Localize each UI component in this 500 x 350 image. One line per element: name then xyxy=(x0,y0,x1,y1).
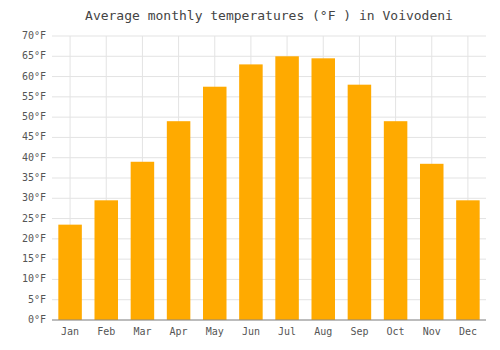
bar xyxy=(131,162,155,320)
y-tick-label: 60°F xyxy=(22,71,46,82)
y-tick-label: 40°F xyxy=(22,152,46,163)
bar xyxy=(203,87,227,320)
title: Average monthly temperatures (°F ) in Vo… xyxy=(85,8,453,23)
y-tick-label: 55°F xyxy=(22,91,46,102)
y-tick-label: 0°F xyxy=(28,314,46,325)
y-grid-line xyxy=(52,76,486,77)
x-tick-label: Feb xyxy=(97,326,115,337)
x-tick-label: Jul xyxy=(278,326,296,337)
y-grid-line xyxy=(52,320,486,321)
y-tick-label: 70°F xyxy=(22,30,46,41)
x-tick-label: Nov xyxy=(423,326,441,337)
x-tick-label: Mar xyxy=(133,326,151,337)
y-grid-line xyxy=(52,157,486,158)
y-tick-label: 35°F xyxy=(22,172,46,183)
bar xyxy=(167,121,191,320)
bar xyxy=(239,64,263,320)
y-axis: 0°F 5°F 10°F 15°F 20°F 25°F 30°F 35°F 40°F 45°F 50… xyxy=(22,30,46,325)
y-tick-label: 5°F xyxy=(28,294,46,305)
bar xyxy=(348,85,372,320)
x-axis-line xyxy=(52,320,486,321)
y-grid-line xyxy=(52,96,486,97)
x-tick-label: May xyxy=(206,326,224,337)
bar xyxy=(420,164,444,320)
x-tick-label: Aug xyxy=(314,326,332,337)
y-tick-label: 10°F xyxy=(22,273,46,284)
y-tick-label: 45°F xyxy=(22,131,46,142)
chart: 0°F 5°F 10°F 15°F 20°F 25°F 30°F 35°F 40°F 45°F 50… xyxy=(0,0,500,350)
y-grid-line xyxy=(52,137,486,138)
bar xyxy=(275,56,299,320)
x-tick-label: Jun xyxy=(242,326,260,337)
x-tick-label: Jan xyxy=(61,326,79,337)
y-tick-label: 15°F xyxy=(22,253,46,264)
grid xyxy=(52,36,486,320)
bar xyxy=(58,225,82,320)
y-tick-label: 50°F xyxy=(22,111,46,122)
y-grid-line xyxy=(52,117,486,118)
bar xyxy=(311,58,335,320)
bar xyxy=(94,200,118,320)
x-tick-label: Oct xyxy=(387,326,405,337)
bars xyxy=(58,56,479,320)
x-axis: Jan Feb Mar Apr May Jun Jul Aug Sep Oct Nov Dec xyxy=(52,320,486,337)
y-tick-label: 20°F xyxy=(22,233,46,244)
bar xyxy=(456,200,480,320)
y-tick-label: 65°F xyxy=(22,50,46,61)
x-tick-label: Dec xyxy=(459,326,477,337)
y-grid-line xyxy=(52,56,486,57)
bar xyxy=(384,121,408,320)
x-tick-label: Sep xyxy=(350,326,368,337)
y-tick-label: 30°F xyxy=(22,192,46,203)
y-tick-label: 25°F xyxy=(22,213,46,224)
x-tick-label: Apr xyxy=(170,326,188,337)
y-grid-line xyxy=(52,36,486,37)
